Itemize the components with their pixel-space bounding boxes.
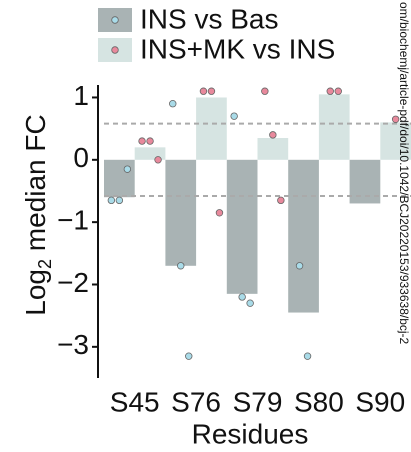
legend-label: INS vs Bas: [140, 3, 278, 34]
data-point: [238, 293, 246, 301]
y-label-part: Log: [20, 269, 51, 316]
data-point: [138, 137, 146, 145]
y-label-part: median FC: [20, 114, 51, 259]
legend-marker: [111, 46, 119, 54]
x-tick-label: S90: [355, 386, 405, 417]
y-axis-label: Log2 median FC: [20, 114, 54, 315]
data-point: [154, 156, 162, 164]
data-point: [261, 87, 269, 95]
data-point: [334, 87, 342, 95]
data-point: [230, 112, 238, 120]
data-point: [269, 131, 277, 139]
bar: [196, 97, 227, 160]
data-point: [303, 352, 312, 360]
bar: [318, 94, 350, 160]
x-axis-label: Residues: [192, 418, 309, 449]
data-point: [215, 209, 224, 217]
x-tick-label: S79: [233, 386, 283, 417]
bar: [104, 159, 135, 198]
y-tick-label: −3: [57, 329, 89, 360]
data-point: [185, 352, 193, 360]
x-tick-label: S45: [110, 386, 160, 417]
data-point: [207, 87, 216, 95]
data-point: [177, 262, 185, 270]
y-label-sub: 2: [35, 259, 55, 269]
legend-label: INS+MK vs INS: [140, 33, 335, 64]
data-point: [169, 100, 177, 108]
data-point: [246, 299, 254, 307]
data-point: [391, 115, 400, 123]
data-point: [146, 137, 154, 145]
data-point: [326, 87, 334, 95]
x-tick-label: S80: [294, 386, 344, 417]
data-point: [295, 262, 304, 270]
data-point: [277, 196, 285, 205]
data-point: [199, 87, 208, 95]
bar: [165, 159, 197, 266]
data-point: [115, 196, 124, 205]
y-tick-label: 0: [73, 142, 89, 173]
bar: [226, 159, 258, 294]
bar: [257, 137, 289, 160]
y-tick-label: 1: [73, 80, 89, 111]
data-point: [123, 165, 132, 173]
x-tick-label: S76: [171, 386, 221, 417]
y-tick-label: −2: [57, 267, 89, 298]
legend-marker: [111, 16, 119, 24]
data-point: [107, 196, 116, 205]
bar: [288, 159, 319, 313]
watermark: om/biochemj/article-pdf/doi/10.1042/BCJ2…: [397, 2, 411, 345]
y-tick-label: −1: [57, 205, 89, 236]
bar: [380, 122, 411, 160]
